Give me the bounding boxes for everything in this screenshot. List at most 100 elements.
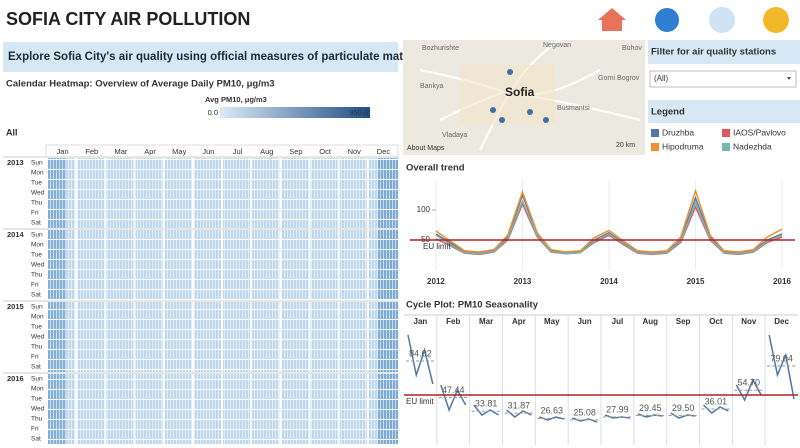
- weekday-label: Sun: [31, 376, 43, 383]
- heatmap-cells-dark: [377, 374, 398, 444]
- weather-icon[interactable]: [763, 7, 789, 33]
- month-gap: [250, 158, 253, 228]
- weekday-label: Sun: [31, 160, 43, 167]
- weekday-label: Wed: [31, 262, 45, 269]
- heatmap-title: Calendar Heatmap: Overview of Average Da…: [6, 79, 275, 90]
- month-label: Dec: [774, 317, 789, 326]
- month-gap: [75, 302, 78, 372]
- mean-label: 31.87: [508, 401, 531, 411]
- banner-bg: [3, 42, 398, 72]
- filter-value[interactable]: (All): [654, 74, 669, 83]
- filter-label: All: [6, 127, 18, 137]
- weekday-label: Sat: [31, 220, 41, 227]
- weekday-label: Tue: [31, 252, 42, 259]
- weekday-label: Mon: [31, 386, 44, 393]
- weekday-label: Wed: [31, 406, 45, 413]
- month-gap: [308, 302, 311, 372]
- month-gap: [337, 302, 340, 372]
- trend-line: [435, 199, 783, 255]
- eu-limit-label: EU limit: [406, 397, 434, 406]
- month-gap: [75, 230, 78, 300]
- month-gap: [75, 374, 78, 444]
- banner: Explore Sofia City's air quality using o…: [8, 51, 418, 63]
- cycle-line: [768, 334, 795, 400]
- cycle-line: [473, 404, 499, 416]
- month-label: Aug: [260, 147, 273, 156]
- cycle-line: [604, 414, 630, 419]
- legend-swatch: [722, 129, 730, 137]
- month-gap: [308, 230, 311, 300]
- mean-label: 54.70: [737, 378, 760, 388]
- weekday-label: Thu: [31, 344, 43, 351]
- month-label: Oct: [709, 317, 723, 326]
- weekday-label: Sun: [31, 232, 43, 239]
- nav-icons[interactable]: [598, 7, 789, 33]
- color-legend-title: Avg PM10, μg/m3: [205, 95, 267, 104]
- weekday-label: Wed: [31, 334, 45, 341]
- mean-label: 29.50: [672, 403, 695, 413]
- month-gap: [191, 158, 194, 228]
- filter-dropdown[interactable]: [649, 70, 797, 88]
- month-gap: [337, 374, 340, 444]
- month-gap: [133, 302, 136, 372]
- weekday-label: Wed: [31, 190, 45, 197]
- legend-swatch: [651, 143, 659, 151]
- month-gap: [250, 302, 253, 372]
- mean-label: 79.04: [770, 353, 793, 363]
- month-gap: [133, 230, 136, 300]
- weekday-label: Mon: [31, 314, 44, 321]
- filter-header: [648, 40, 800, 64]
- cycle-line: [407, 334, 434, 385]
- map-about: About Maps: [407, 145, 445, 152]
- month-label: Oct: [319, 147, 332, 156]
- weekday-label: Sat: [31, 436, 41, 443]
- weekday-label: Tue: [31, 396, 42, 403]
- month-label: Feb: [446, 317, 460, 326]
- legend-swatch: [722, 143, 730, 151]
- map-place: Busmantsi: [557, 105, 590, 112]
- month-gap: [191, 374, 194, 444]
- month-gap: [337, 230, 340, 300]
- weekday-label: Thu: [31, 272, 43, 279]
- month-gap: [366, 374, 369, 444]
- station-icon[interactable]: [655, 8, 679, 32]
- map-place: Gorni Bogrov: [598, 75, 640, 82]
- month-gap: [191, 302, 194, 372]
- year-label: 2016: [7, 374, 24, 383]
- month-label: Mar: [479, 317, 493, 326]
- month-gap: [308, 374, 311, 444]
- page-title: SOFIA CITY AIR POLLUTION: [6, 9, 250, 29]
- month-gap: [162, 230, 165, 300]
- month-label: Dec: [377, 147, 391, 156]
- legend-header: [648, 100, 800, 123]
- map-place: Vladaya: [442, 132, 467, 139]
- weekday-label: Sun: [31, 304, 43, 311]
- cycle-line: [735, 378, 762, 402]
- people-icon[interactable]: [709, 7, 735, 33]
- month-label: Feb: [85, 147, 98, 156]
- heatmap-cells-dark: [48, 158, 66, 228]
- mean-label: 47.44: [442, 385, 465, 395]
- month-gap: [104, 302, 107, 372]
- month-label: Jan: [414, 317, 428, 326]
- weekday-label: Thu: [31, 200, 43, 207]
- mean-label: 84.02: [409, 348, 432, 358]
- home-icon[interactable]: [598, 8, 626, 31]
- month-label: Jun: [577, 317, 591, 326]
- weekday-label: Tue: [31, 180, 42, 187]
- month-gap: [366, 302, 369, 372]
- map-place: Bankya: [420, 83, 443, 90]
- month-gap: [162, 374, 165, 444]
- month-gap: [279, 302, 282, 372]
- legend-entry: Nadezhda: [733, 141, 772, 151]
- filter-title: Filter for air quality stations: [651, 47, 776, 58]
- x-tick-label: 2012: [427, 277, 445, 286]
- month-gap: [221, 302, 223, 372]
- map-city: [460, 65, 555, 125]
- dropdown-arrow: [787, 77, 791, 80]
- color-scale-label: 0.0: [208, 108, 218, 117]
- month-gap: [104, 158, 107, 228]
- month-label: Nov: [741, 317, 757, 326]
- color-legend-bar: [220, 107, 370, 118]
- month-gap: [75, 158, 78, 228]
